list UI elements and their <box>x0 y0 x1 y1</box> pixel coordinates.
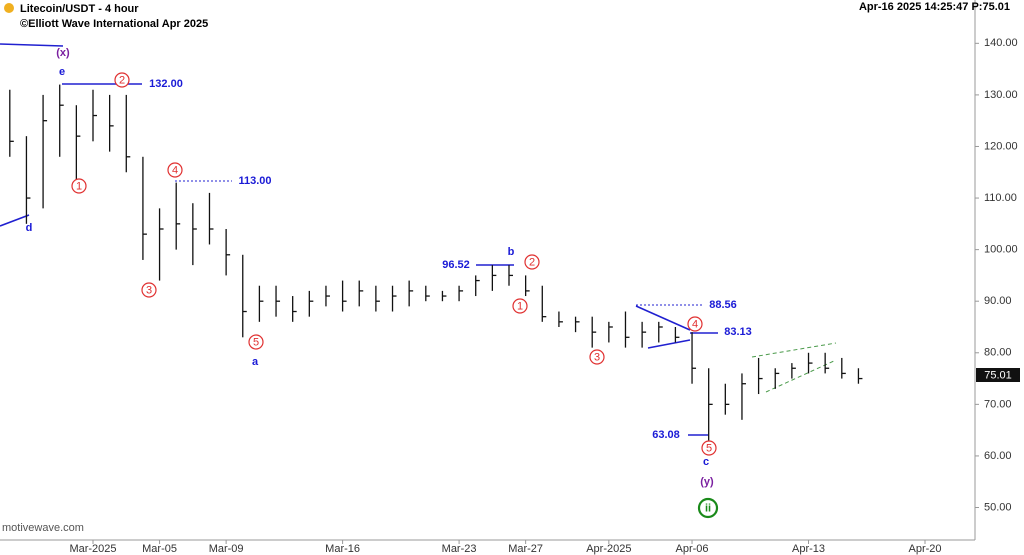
y-tick-label: 130.00 <box>984 89 1018 101</box>
y-tick-label: 90.00 <box>984 295 1012 307</box>
y-tick-label: 80.00 <box>984 347 1012 359</box>
x-tick-label: Apr-2025 <box>586 543 631 555</box>
y-tick-label: 100.00 <box>984 244 1018 256</box>
y-tick-label: 120.00 <box>984 140 1018 152</box>
wave-label: 5 <box>253 336 259 348</box>
wave-label: a <box>252 356 259 368</box>
wave-label: (x) <box>56 47 70 59</box>
status: Apr-16 2025 14:25:47 P:75.01 <box>859 1 1010 13</box>
wave-label: c <box>703 456 709 468</box>
wave-label: 4 <box>172 164 178 176</box>
wave-circle <box>524 254 540 270</box>
trendline <box>647 339 691 349</box>
wave-label: 2 <box>119 74 125 86</box>
wave-label: 88.56 <box>709 299 737 311</box>
trendline <box>751 342 837 358</box>
wave-label: 113.00 <box>238 175 271 187</box>
x-tick-label: Mar-05 <box>142 543 177 555</box>
wave-circle <box>512 298 528 314</box>
wave-label: b <box>508 246 515 258</box>
wave-circle <box>71 178 87 194</box>
chart-title: Litecoin/USDT - 4 hour <box>20 3 139 15</box>
price-tag-label: 75.01 <box>984 369 1012 381</box>
trendline <box>765 359 837 393</box>
wave-circle <box>697 497 719 519</box>
x-tick-label: Mar-2025 <box>69 543 116 555</box>
wave-label: 4 <box>692 318 698 330</box>
wave-label: e <box>59 66 65 78</box>
wave-label: 1 <box>76 180 82 192</box>
wave-label: d <box>26 222 33 234</box>
wave-circle <box>167 162 183 178</box>
wave-circle <box>141 282 157 298</box>
wave-label: 83.13 <box>724 326 752 338</box>
wave-label: 96.52 <box>442 259 470 271</box>
wave-label: 5 <box>706 442 712 454</box>
y-tick-label: 50.00 <box>984 501 1012 513</box>
wave-circle <box>687 316 703 332</box>
y-tick-label: 70.00 <box>984 398 1012 410</box>
x-tick-label: Mar-23 <box>442 543 477 555</box>
wave-label: 3 <box>146 284 152 296</box>
price-tag <box>976 368 1020 382</box>
trendline <box>0 43 64 47</box>
wave-label: 1 <box>517 300 523 312</box>
wave-circle <box>114 72 130 88</box>
status-dot <box>4 3 14 13</box>
drawings <box>0 43 837 436</box>
x-tick-label: Apr-13 <box>792 543 825 555</box>
wave-label: 3 <box>594 351 600 363</box>
wave-circle <box>589 349 605 365</box>
wave-label: ii <box>705 502 711 514</box>
x-tick-label: Mar-16 <box>325 543 360 555</box>
x-tick-label: Apr-06 <box>676 543 709 555</box>
y-tick-label: 110.00 <box>984 192 1017 204</box>
x-tick-label: Mar-27 <box>508 543 543 555</box>
trendline <box>635 305 691 331</box>
wave-label: 63.08 <box>652 429 680 441</box>
wave-circle <box>701 440 717 456</box>
wave-circle <box>248 334 264 350</box>
wave-label: (y) <box>700 476 714 488</box>
trendline <box>0 214 30 227</box>
x-tick-label: Mar-09 <box>209 543 244 555</box>
wave-label: 132.00 <box>149 78 183 90</box>
watermark: motivewave.com <box>2 522 84 534</box>
wave-label: 2 <box>529 256 535 268</box>
x-tick-label: Apr-20 <box>908 543 941 555</box>
copyright: ©Elliott Wave International Apr 2025 <box>20 18 208 30</box>
y-tick-label: 60.00 <box>984 450 1012 462</box>
y-tick-label: 140.00 <box>984 37 1018 49</box>
